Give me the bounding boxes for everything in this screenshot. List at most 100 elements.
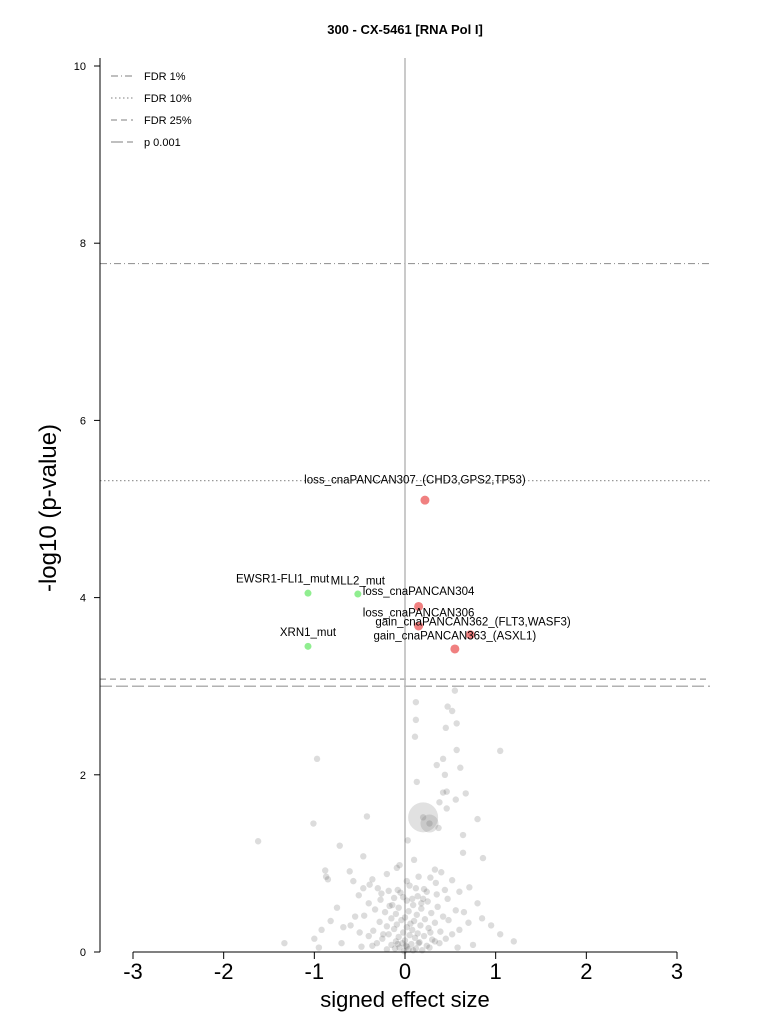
point-label: EWSR1-FLI1_mut <box>236 574 330 586</box>
legend: FDR 1% FDR 10% FDR 25% p 0.001 <box>111 71 192 149</box>
background-point <box>413 778 420 786</box>
background-point <box>427 929 434 936</box>
background-point <box>419 895 427 903</box>
background-points <box>254 687 517 955</box>
background-point <box>426 944 433 951</box>
background-point <box>453 746 460 754</box>
background-point <box>369 942 376 949</box>
background-point <box>451 687 459 694</box>
y-tick-label: 4 <box>80 593 86 605</box>
background-point <box>431 919 439 926</box>
background-point <box>383 870 391 878</box>
background-point <box>351 913 359 920</box>
background-point <box>442 935 449 942</box>
y-axis-label: -log10 (p-value) <box>35 424 62 592</box>
background-point <box>434 903 441 911</box>
large-background-point <box>420 814 439 833</box>
background-point <box>442 724 449 732</box>
highlighted-point <box>420 495 430 505</box>
background-point <box>399 939 406 947</box>
background-point <box>421 916 429 923</box>
background-point <box>409 901 417 909</box>
background-point <box>416 939 423 946</box>
background-point <box>347 922 354 929</box>
chart-title: 300 - CX-5461 [RNA Pol I] <box>327 22 483 37</box>
background-point <box>432 879 440 887</box>
background-point <box>409 895 416 903</box>
x-tick-label: 1 <box>490 959 502 984</box>
background-point <box>453 720 460 727</box>
y-tick-label: 2 <box>80 770 86 782</box>
background-point <box>403 943 411 950</box>
background-point <box>411 934 419 942</box>
background-point <box>401 937 409 944</box>
background-point <box>431 866 439 873</box>
background-point <box>478 915 486 922</box>
background-point <box>404 837 411 844</box>
background-point <box>448 877 456 884</box>
point-label: gain_cnaPANCAN363_(ASXL1) <box>373 630 536 642</box>
background-point <box>318 926 325 934</box>
background-point <box>383 923 391 930</box>
legend-label: FDR 25% <box>144 115 192 127</box>
background-point <box>487 922 495 929</box>
background-point <box>460 908 468 916</box>
background-point <box>431 938 439 945</box>
background-point <box>322 867 329 874</box>
background-point <box>439 789 447 796</box>
background-point <box>361 912 368 919</box>
background-point <box>412 698 420 706</box>
background-point <box>398 916 405 924</box>
background-point <box>385 931 392 938</box>
background-point <box>327 917 334 925</box>
background-point <box>462 790 469 797</box>
background-point <box>381 908 389 916</box>
background-point <box>338 939 345 947</box>
background-point <box>479 854 487 862</box>
background-point <box>428 909 435 917</box>
background-point <box>392 910 400 918</box>
background-point <box>369 876 376 883</box>
background-point <box>401 914 409 921</box>
point-label: MLL2_mut <box>331 576 386 588</box>
background-point <box>310 820 317 827</box>
point-label: loss_cnaPANCAN304 <box>363 586 475 598</box>
background-point <box>340 923 347 931</box>
background-point <box>379 935 386 942</box>
background-point <box>408 940 415 948</box>
background-point <box>311 935 318 942</box>
y-tick-label: 8 <box>80 238 86 250</box>
background-point <box>390 925 398 933</box>
background-point <box>399 929 407 936</box>
background-point <box>365 900 372 907</box>
background-point <box>444 703 451 710</box>
background-point <box>459 831 467 839</box>
background-point <box>403 923 411 931</box>
background-point <box>376 918 383 926</box>
background-point <box>393 921 401 928</box>
background-point <box>385 887 392 895</box>
legend-label: FDR 10% <box>144 93 192 105</box>
background-point <box>448 707 456 715</box>
background-point <box>407 920 414 927</box>
background-point <box>406 882 413 889</box>
background-point <box>358 943 365 950</box>
background-point <box>391 945 399 952</box>
background-point <box>405 908 412 915</box>
x-tick-label: 0 <box>399 959 411 984</box>
background-point <box>394 886 401 894</box>
background-point <box>413 911 420 918</box>
highlighted-point <box>414 601 424 611</box>
background-point <box>457 764 464 771</box>
highlighted-point <box>450 644 460 654</box>
background-point <box>254 838 262 845</box>
background-point <box>313 755 321 763</box>
background-point <box>435 824 442 832</box>
background-point <box>418 905 425 912</box>
background-point <box>333 904 341 911</box>
background-point <box>456 926 463 934</box>
background-point <box>439 755 447 763</box>
background-point <box>360 853 367 860</box>
background-point <box>410 917 418 925</box>
